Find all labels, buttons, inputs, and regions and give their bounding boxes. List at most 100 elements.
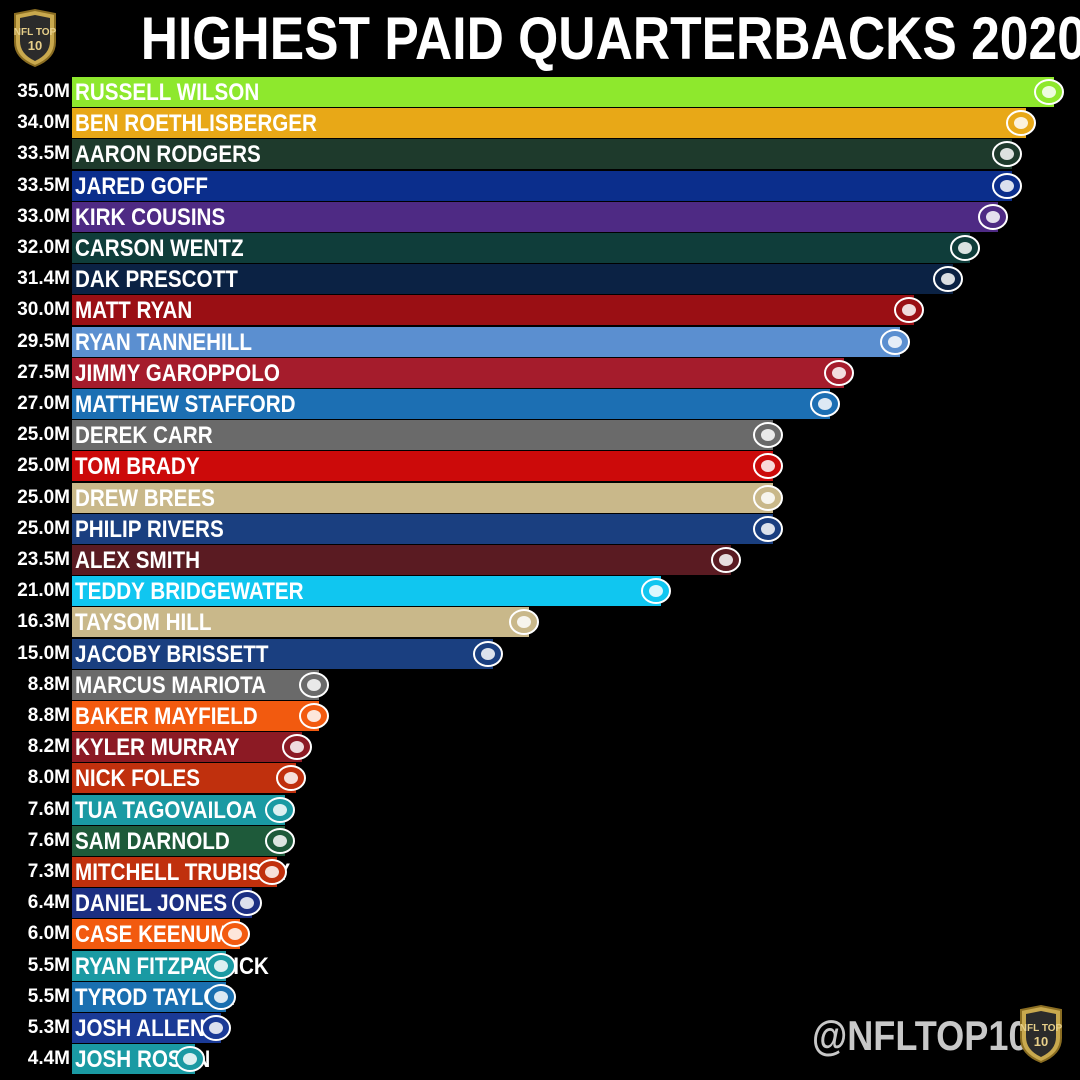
bar-row: 33.0M KIRK COUSINS xyxy=(0,201,1080,232)
player-name-label: MITCHELL TRUBISKY xyxy=(75,859,291,886)
player-name-label: DREW BREES xyxy=(75,484,215,512)
browns-icon xyxy=(299,703,329,729)
bar-value-label: 27.5M xyxy=(17,361,70,383)
lions-icon xyxy=(810,391,840,417)
player-name-label: RUSSELL WILSON xyxy=(75,79,260,106)
bar-value-label: 4.4M xyxy=(27,1048,70,1070)
bar xyxy=(72,139,1012,170)
bar xyxy=(72,77,1054,107)
player-name-label: MATTHEW STAFFORD xyxy=(75,391,296,418)
bar-value-label: 15.0M xyxy=(17,642,70,664)
bar xyxy=(72,357,844,388)
bar xyxy=(72,201,998,232)
social-handle: @NFLTOP10 xyxy=(812,1012,1029,1059)
washington-icon xyxy=(711,547,741,573)
bar-row: 35.0M RUSSELL WILSON xyxy=(0,77,1080,107)
bar-row: 15.0M JACOBY BRISSETT xyxy=(0,638,1080,669)
bar-row: 4.4M JOSH ROSEN xyxy=(0,1044,1080,1075)
bar-row: 25.0M TOM BRADY xyxy=(0,451,1080,482)
bar-row: 6.4M DANIEL JONES xyxy=(0,888,1080,919)
bar-row: 29.5M RYAN TANNEHILL xyxy=(0,326,1080,357)
bar xyxy=(72,701,319,731)
bar-value-label: 7.3M xyxy=(27,861,70,882)
chargers-icon xyxy=(206,983,236,1010)
bears-icon xyxy=(276,765,306,792)
bar-row: 8.8M MARCUS MARIOTA xyxy=(0,669,1080,700)
player-name-label: TUA TAGOVAILOA xyxy=(75,796,257,824)
bar-value-label: 5.5M xyxy=(27,954,70,976)
bar xyxy=(72,763,296,794)
bar-value-label: 5.5M xyxy=(27,985,70,1007)
bar-value-label: 31.4M xyxy=(17,268,70,290)
titans-icon xyxy=(880,328,910,355)
bar-value-label: 16.3M xyxy=(17,611,70,633)
bar-value-label: 33.5M xyxy=(17,143,70,165)
bar-row: 34.0M BEN ROETHLISBERGER xyxy=(0,108,1080,139)
bar xyxy=(72,326,900,357)
bar-row: 7.6M TUA TAGOVAILOA xyxy=(0,794,1080,825)
player-name-label: KYLER MURRAY xyxy=(75,734,240,762)
player-name-label: JACOBY BRISSETT xyxy=(75,640,269,668)
cowboys-icon xyxy=(933,266,963,293)
bar xyxy=(72,638,493,669)
bar-value-label: 8.8M xyxy=(27,705,70,726)
bar-row: 33.5M AARON RODGERS xyxy=(0,139,1080,170)
bar-row: 31.4M DAK PRESCOTT xyxy=(0,264,1080,295)
saints-icon xyxy=(509,609,539,636)
bar xyxy=(72,264,953,295)
bar-row: 5.5M RYAN FITZPATRICK xyxy=(0,950,1080,981)
bar-row: 7.6M SAM DARNOLD xyxy=(0,825,1080,856)
bar xyxy=(72,1044,195,1075)
bar xyxy=(72,607,529,638)
bar-row: 30.0M MATT RYAN xyxy=(0,295,1080,326)
jets-icon xyxy=(265,827,295,854)
bar-value-label: 25.0M xyxy=(17,424,70,446)
bar-value-label: 7.6M xyxy=(27,829,70,851)
bar-value-label: 30.0M xyxy=(17,299,70,321)
bar-row: 25.0M DREW BREES xyxy=(0,482,1080,513)
bar xyxy=(72,233,970,263)
nfl-top10-shield-icon: NFL TOP 10 xyxy=(1020,1004,1063,1064)
bar-row: 25.0M PHILIP RIVERS xyxy=(0,513,1080,544)
player-name-label: BEN ROETHLISBERGER xyxy=(75,110,317,138)
player-name-label: TAYSOM HILL xyxy=(75,609,212,637)
bar-value-label: 8.8M xyxy=(27,673,70,695)
bar xyxy=(72,732,302,763)
svg-text:NFL TOP: NFL TOP xyxy=(14,27,57,38)
bar-row: 6.0M CASE KEENUM xyxy=(0,919,1080,950)
bar xyxy=(72,981,226,1012)
bar-value-label: 25.0M xyxy=(17,455,70,477)
bar-value-label: 32.0M xyxy=(17,237,70,258)
player-name-label: PHILIP RIVERS xyxy=(75,515,224,543)
bar-row: 33.5M JARED GOFF xyxy=(0,170,1080,201)
49ers-icon xyxy=(824,359,854,386)
cardinals-icon xyxy=(282,734,312,761)
bar-row: 21.0M TEDDY BRIDGEWATER xyxy=(0,576,1080,607)
bar-value-label: 23.5M xyxy=(17,549,70,570)
svg-text:NFL TOP: NFL TOP xyxy=(1020,1023,1063,1034)
bar-row: 27.5M JIMMY GAROPPOLO xyxy=(0,357,1080,388)
bar xyxy=(72,825,285,856)
player-name-label: DAK PRESCOTT xyxy=(75,266,238,294)
bar-row: 23.5M ALEX SMITH xyxy=(0,545,1080,575)
panthers-icon xyxy=(641,578,671,605)
bears-icon xyxy=(257,859,287,885)
bar xyxy=(72,170,1012,201)
giants-icon xyxy=(232,890,262,917)
bar-value-label: 8.2M xyxy=(27,736,70,758)
player-name-label: CASE KEENUM xyxy=(75,921,228,949)
bar xyxy=(72,389,830,419)
svg-text:10: 10 xyxy=(28,38,42,53)
raiders-icon xyxy=(753,422,783,449)
bar xyxy=(72,482,773,513)
seahawks-icon xyxy=(1034,79,1064,105)
player-name-label: NICK FOLES xyxy=(75,765,200,793)
bar-row: 8.8M BAKER MAYFIELD xyxy=(0,701,1080,731)
bar-row: 32.0M CARSON WENTZ xyxy=(0,233,1080,263)
chart-title: HIGHEST PAID QUARTERBACKS 2020 xyxy=(140,5,1080,72)
bar-row: 27.0M MATTHEW STAFFORD xyxy=(0,389,1080,419)
player-name-label: RYAN FITZPATRICK xyxy=(75,952,269,980)
bar-value-label: 21.0M xyxy=(17,580,70,602)
dolphins-icon xyxy=(175,1046,205,1073)
dolphins-icon xyxy=(265,796,295,823)
